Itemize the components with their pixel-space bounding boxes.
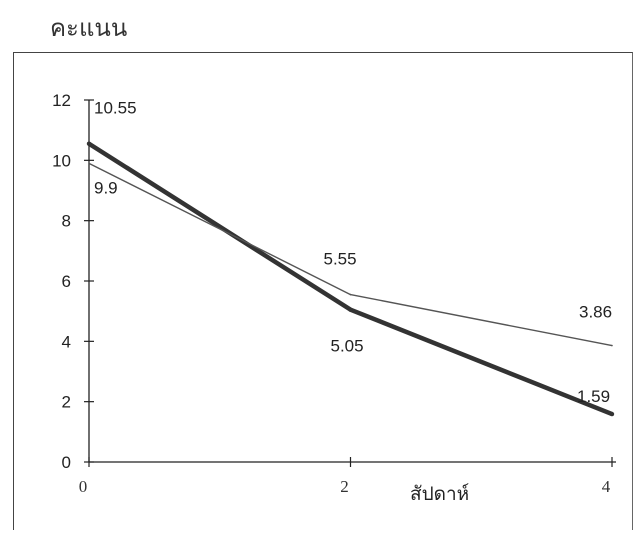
y-tick-label: 12 — [52, 91, 71, 110]
y-tick-label: 2 — [62, 393, 71, 412]
data-label: 9.9 — [94, 178, 118, 197]
axes: 0 2 4 6 8 10 12 0 2 4 สัปดาห์ — [52, 91, 616, 505]
y-tick-label: 4 — [62, 332, 71, 351]
data-point — [88, 162, 90, 165]
series-layer — [86, 141, 615, 417]
data-point — [611, 344, 613, 347]
x-tick-label: 2 — [340, 477, 349, 496]
series-line-thick — [87, 141, 613, 417]
y-axis-label: คะแนน — [50, 14, 128, 42]
data-label: 10.55 — [94, 99, 137, 118]
x-axis-label: สัปดาห์ — [410, 483, 469, 505]
data-point — [86, 141, 92, 146]
data-label: 3.86 — [579, 303, 612, 322]
data-point — [348, 307, 353, 312]
data-point — [609, 411, 615, 417]
x-tick-label: 4 — [602, 477, 611, 496]
data-label: 1.59 — [577, 387, 610, 406]
y-tick-label: 6 — [62, 272, 71, 291]
data-label: 5.55 — [324, 250, 357, 269]
y-tick-label: 0 — [62, 453, 71, 472]
y-tick-label: 10 — [52, 151, 71, 170]
chart-frame — [13, 52, 633, 530]
data-label: 5.05 — [331, 337, 364, 356]
y-tick-label: 8 — [62, 212, 71, 231]
data-labels: 10.55 5.05 1.59 9.9 5.55 3.86 — [94, 99, 612, 406]
x-tick-label: 0 — [79, 477, 88, 496]
data-point — [349, 293, 352, 296]
